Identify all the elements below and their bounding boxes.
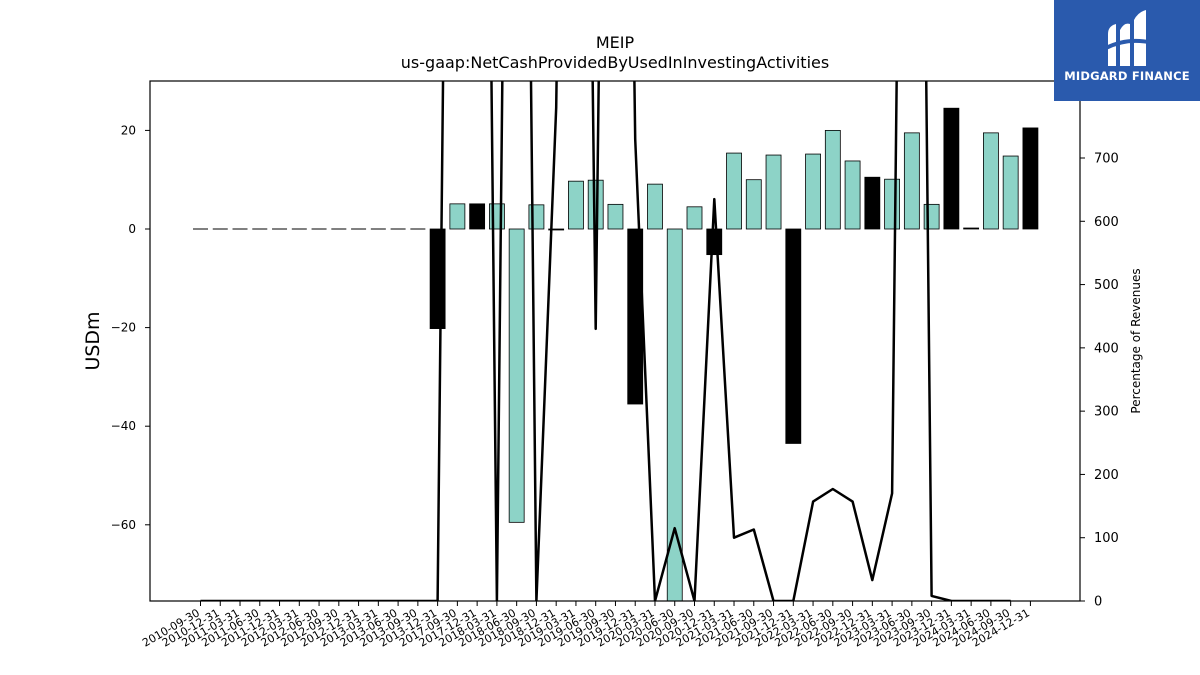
bar <box>1022 127 1039 230</box>
bar <box>884 178 900 230</box>
bar <box>805 153 821 230</box>
bar <box>469 203 486 230</box>
y-tick-label: −60 <box>111 518 136 532</box>
y-axis-left: −60 −40 −20 0 20 <box>111 123 150 532</box>
bar <box>824 129 841 230</box>
y-tick-label: 20 <box>121 123 136 137</box>
bar <box>449 203 466 230</box>
y2-tick-label: 500 <box>1094 278 1119 293</box>
bar <box>903 132 920 230</box>
y2-tick-label: 100 <box>1094 531 1119 546</box>
bar <box>943 107 960 230</box>
y2-axis-label: Percentage of Revenues <box>1129 268 1143 413</box>
y2-tick-label: 200 <box>1094 468 1119 483</box>
bar <box>726 152 742 230</box>
bar <box>864 176 881 230</box>
midgard-logo-icon <box>1105 10 1149 67</box>
bar <box>607 203 624 230</box>
bar <box>785 228 802 444</box>
bar <box>983 132 999 230</box>
y2-tick-label: 300 <box>1094 405 1119 420</box>
bar <box>429 228 446 329</box>
y-tick-label: −40 <box>111 419 136 433</box>
y-tick-label: −20 <box>111 321 136 335</box>
bar <box>1002 155 1019 230</box>
bar <box>686 206 703 230</box>
bar <box>647 183 663 230</box>
y-axis-label: USDm <box>82 311 104 370</box>
y2-tick-label: 700 <box>1094 152 1119 167</box>
bar <box>765 154 782 230</box>
y-tick-label: 0 <box>128 222 136 236</box>
plot-frame <box>149 80 1081 602</box>
bar <box>706 228 723 256</box>
line-series <box>200 81 1011 601</box>
chart-title: MEIP <box>596 33 635 52</box>
bar <box>568 180 584 230</box>
bar-series <box>193 107 1039 601</box>
y2-tick-label: 0 <box>1094 595 1102 610</box>
bar <box>508 228 525 523</box>
line-path <box>200 81 1011 601</box>
y-axis-right: 0 100 200 300 400 500 600 700 <box>1080 152 1119 610</box>
brand-logo: MIDGARD FINANCE <box>1054 0 1200 101</box>
bar <box>587 179 604 230</box>
x-axis: 2010-09-302010-12-312011-03-312011-06-30… <box>140 601 1032 650</box>
brand-name: MIDGARD FINANCE <box>1064 69 1190 83</box>
bar <box>963 227 980 230</box>
bar <box>745 179 762 230</box>
bar <box>548 228 565 231</box>
bar <box>666 228 683 601</box>
bar <box>844 160 861 230</box>
chart-subtitle: us-gaap:NetCashProvidedByUsedInInvesting… <box>401 53 829 72</box>
y2-tick-label: 600 <box>1094 215 1119 230</box>
y2-tick-label: 400 <box>1094 341 1119 356</box>
